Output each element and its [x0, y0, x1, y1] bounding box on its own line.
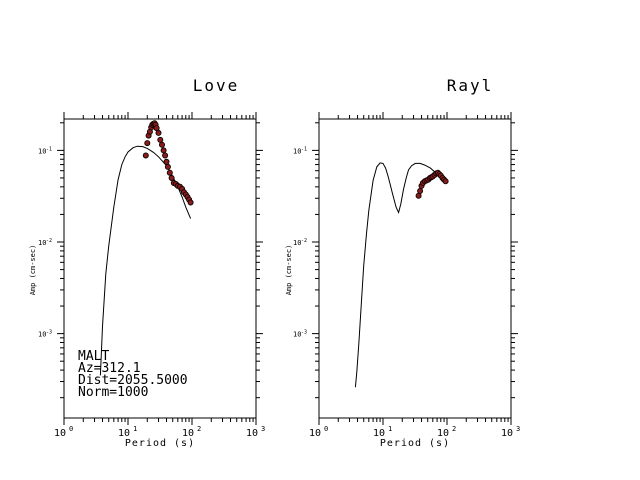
love-data-point: [163, 158, 170, 165]
love-plot-frame: [63, 118, 257, 419]
love-data-point: [166, 169, 173, 176]
rayleigh-data-point: [417, 187, 424, 194]
rayleigh-x-tick-label: 10: [309, 428, 321, 439]
love-data-point: [168, 174, 175, 181]
love-x-tick-label: 10: [246, 428, 258, 439]
love-x-tick-exponent: 1: [133, 425, 137, 433]
rayleigh-title: Rayl: [447, 76, 494, 95]
rayleigh-plot-frame: [318, 118, 512, 419]
love-x-tick-label: 10: [182, 428, 194, 439]
rayleigh-series: [354, 162, 449, 388]
station-info: MALT Az=312.1 Dist=2055.5000 Norm=1000: [78, 349, 188, 400]
rayleigh-x-tick-exponent: 2: [452, 425, 456, 433]
rayleigh-y-tick-exponent: -1: [301, 146, 307, 152]
love-data-point: [162, 152, 169, 159]
love-data-point: [187, 199, 194, 206]
distance-label: Dist=2055.5000: [78, 373, 188, 388]
rayleigh-x-tick-label: 10: [501, 428, 513, 439]
love-y-tick-exponent: -2: [46, 238, 52, 244]
rayleigh-panel: Rayl 10 0 10 1 10 2 10 3 10-110-210-3 Period (s…: [285, 76, 520, 449]
rayleigh-y-tick-label: 10: [293, 331, 301, 339]
rayleigh-y-axis-label: Amp (cm-sec): [285, 245, 293, 296]
love-title: Love: [193, 76, 240, 95]
rayleigh-model-curve: [354, 162, 446, 388]
love-model-curve: [99, 145, 192, 376]
love-data-point: [155, 129, 162, 136]
love-y-tick-label: 10: [38, 147, 46, 155]
love-data-point: [164, 163, 171, 170]
love-x-tick-exponent: 2: [197, 425, 201, 433]
norm-label: Norm=1000: [78, 385, 148, 400]
love-y-tick-labels: 10-110-210-3: [38, 146, 52, 338]
love-data-point: [157, 136, 164, 143]
rayleigh-x-tick-label: 10: [373, 428, 385, 439]
love-y-tick-exponent: -1: [46, 146, 52, 152]
rayleigh-x-tick-label: 10: [437, 428, 449, 439]
love-data-point: [160, 147, 167, 154]
rayleigh-data-point: [442, 178, 449, 185]
rayleigh-x-tick-exponent: 0: [324, 425, 328, 433]
rayleigh-x-axis-label: Period (s): [380, 438, 450, 449]
rayleigh-y-tick-label: 10: [293, 147, 301, 155]
rayleigh-y-tick-exponent: -3: [301, 330, 307, 336]
rayleigh-x-tick-exponent: 3: [516, 425, 520, 433]
azimuth-label: Az=312.1: [78, 361, 141, 376]
rayleigh-x-tick-labels: 10 0 10 1 10 2 10 3: [309, 425, 520, 439]
love-data-point: [158, 141, 165, 148]
love-y-tick-label: 10: [38, 239, 46, 247]
rayleigh-ticks: [312, 112, 518, 425]
love-x-tick-label: 10: [54, 428, 66, 439]
rayleigh-y-tick-label: 10: [293, 239, 301, 247]
love-panel: Love 10 0 10 1 10 2 10 3 10-110-210-3 Period (s…: [29, 76, 265, 449]
love-x-tick-exponent: 3: [261, 425, 265, 433]
love-ticks: [57, 112, 263, 425]
love-data-point: [142, 152, 149, 159]
love-x-tick-labels: 10 0 10 1 10 2 10 3: [54, 425, 265, 439]
love-x-tick-label: 10: [118, 428, 130, 439]
rayleigh-y-tick-exponent: -2: [301, 238, 307, 244]
love-y-tick-exponent: -3: [46, 330, 52, 336]
station-name: MALT: [78, 349, 109, 364]
love-y-axis-label: Amp (cm-sec): [29, 245, 37, 296]
love-x-axis-label: Period (s): [125, 438, 195, 449]
rayleigh-x-tick-exponent: 1: [388, 425, 392, 433]
love-series: [99, 120, 194, 376]
love-y-tick-label: 10: [38, 331, 46, 339]
rayleigh-y-tick-labels: 10-110-210-3: [293, 146, 307, 338]
love-data-point: [144, 140, 151, 147]
love-x-tick-exponent: 0: [69, 425, 73, 433]
